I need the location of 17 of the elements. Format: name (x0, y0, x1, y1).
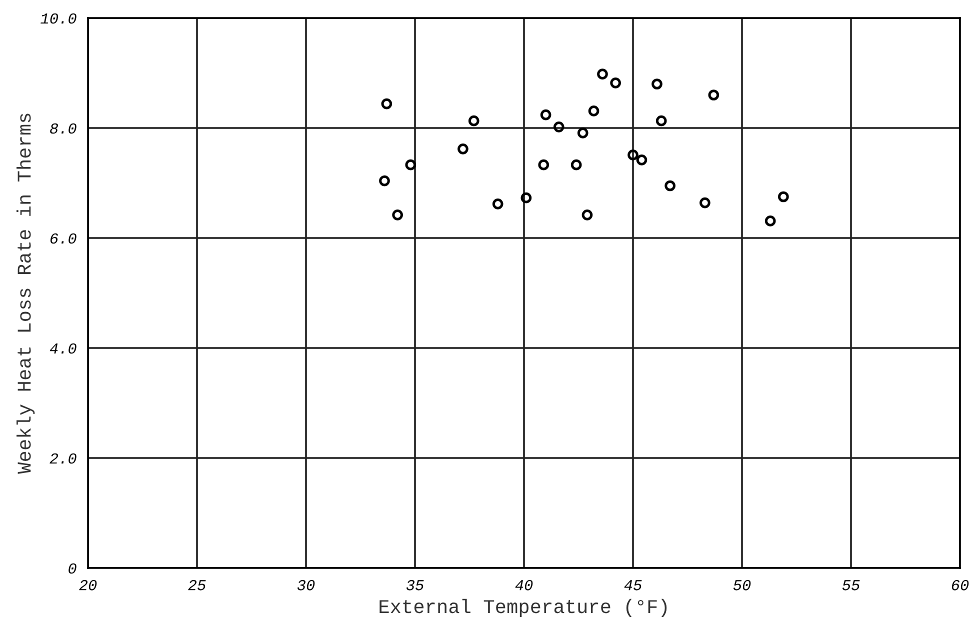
x-tick-label: 45 (624, 580, 642, 590)
x-tick-label: 50 (733, 580, 751, 590)
x-tick-label: 20 (79, 580, 97, 590)
x-tick-label: 35 (406, 580, 424, 590)
x-tick-label: 55 (842, 580, 860, 590)
y-tick-label: 6.0 (50, 233, 76, 244)
x-tick-label: 40 (515, 580, 533, 590)
y-tick-label: 2.0 (50, 453, 76, 464)
y-axis-title: Weekly Heat Loss Rate in Therms (16, 114, 35, 474)
y-tick-label: 0 (68, 563, 76, 574)
y-tick-label: 10.0 (40, 13, 76, 24)
y-tick-label: 8.0 (50, 123, 76, 134)
x-tick-label: 60 (952, 580, 969, 590)
x-tick-label: 25 (188, 580, 206, 590)
x-tick-label: 30 (298, 580, 315, 590)
x-axis-title: External Temperature (°F) (380, 598, 667, 618)
y-tick-label: 4.0 (50, 343, 76, 354)
